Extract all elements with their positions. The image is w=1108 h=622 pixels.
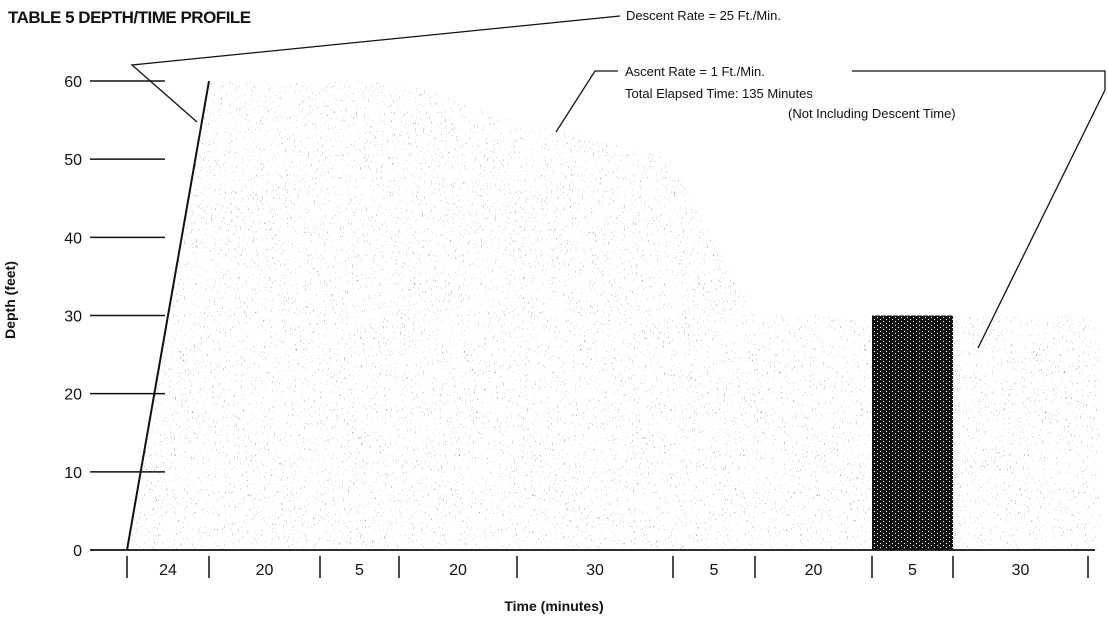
elapsed-time-note: (Not Including Descent Time) <box>788 106 956 121</box>
segment-duration-7: 5 <box>908 562 917 579</box>
y-tick-label-20: 20 <box>64 387 82 404</box>
descent-rate-annotation: Descent Rate = 25 Ft./Min. <box>626 8 781 23</box>
ascent-rate-annotation: Ascent Rate = 1 Ft./Min. <box>625 64 765 79</box>
segment-duration-8: 30 <box>1012 562 1030 579</box>
ascent-leader-line-right <box>852 70 1106 349</box>
x-axis-label: Time (minutes) <box>504 598 604 614</box>
segment-duration-2: 5 <box>355 562 364 579</box>
y-tick-label-30: 30 <box>64 309 82 326</box>
segment-duration-4: 30 <box>586 562 604 579</box>
descent-leader-line <box>130 15 621 123</box>
segment-duration-6: 20 <box>805 562 823 579</box>
chart-title: TABLE 5 DEPTH/TIME PROFILE <box>8 8 251 27</box>
dense-stop-block <box>872 315 953 550</box>
profile-fill-group <box>127 81 1100 550</box>
elapsed-time-annotation: Total Elapsed Time: 135 Minutes <box>625 86 813 101</box>
y-tick-label-10: 10 <box>64 465 82 482</box>
y-tick-label-0: 0 <box>73 543 82 560</box>
y-tick-label-50: 50 <box>64 152 82 169</box>
y-tick-label-60: 60 <box>64 74 82 91</box>
segment-duration-1: 20 <box>256 562 274 579</box>
segment-duration-5: 5 <box>710 562 719 579</box>
segment-duration-3: 20 <box>449 562 467 579</box>
ascent-leader-line-left <box>555 70 618 133</box>
y-tick-label-40: 40 <box>64 230 82 247</box>
segment-duration-0: 24 <box>159 562 177 579</box>
